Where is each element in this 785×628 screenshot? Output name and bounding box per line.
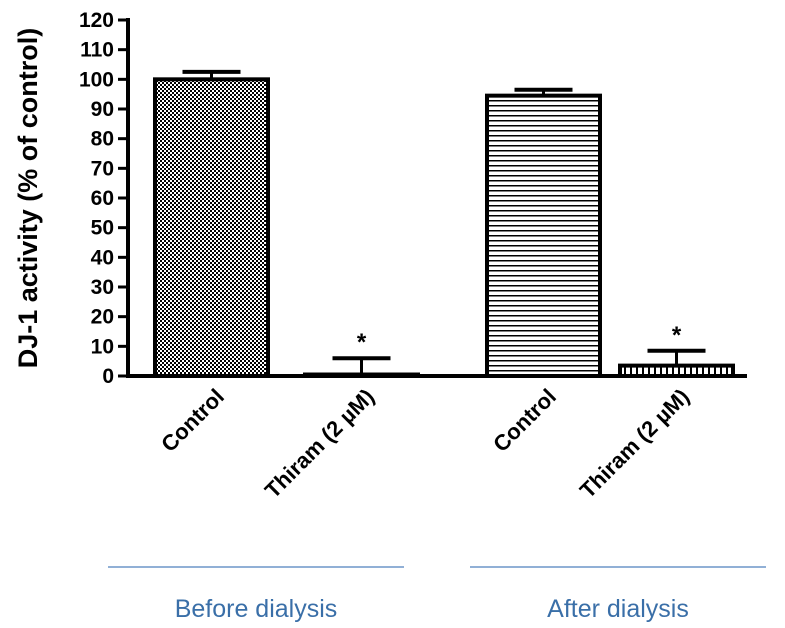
bar (618, 363, 735, 379)
y-tick-label: 10 (91, 335, 114, 358)
bar (153, 77, 270, 378)
plot-area: 0 10 20 30 40 50 60 70 80 90 100 110 120 Control * Thir… (79, 9, 766, 623)
y-tick-label: 30 (91, 276, 114, 299)
bar (303, 372, 420, 378)
x-tick-label: Control (488, 384, 561, 457)
significance-marker: * (672, 322, 682, 349)
y-tick-label: 110 (80, 39, 114, 62)
x-tick-label: Thiram (2 µM) (260, 384, 379, 503)
y-tick-label: 60 (91, 187, 114, 210)
y-tick-label: 100 (79, 68, 114, 91)
y-tick-label: 70 (91, 157, 114, 180)
significance-marker: * (357, 329, 367, 356)
group-label: Before dialysis (175, 595, 338, 623)
y-tick-label: 40 (91, 246, 114, 269)
y-axis-label: DJ-1 activity (% of control) (13, 28, 43, 369)
y-tick-label: 50 (91, 217, 114, 240)
y-tick-label: 120 (79, 9, 114, 32)
x-tick-label: Thiram (2 µM) (575, 384, 694, 503)
y-tick-label: 0 (102, 365, 114, 388)
x-tick-label: Control (156, 384, 229, 457)
y-tick-label: 90 (91, 98, 114, 121)
bar (485, 93, 602, 379)
y-tick-label: 20 (91, 306, 114, 329)
y-tick-label: 80 (91, 128, 114, 151)
group-label: After dialysis (547, 595, 689, 623)
